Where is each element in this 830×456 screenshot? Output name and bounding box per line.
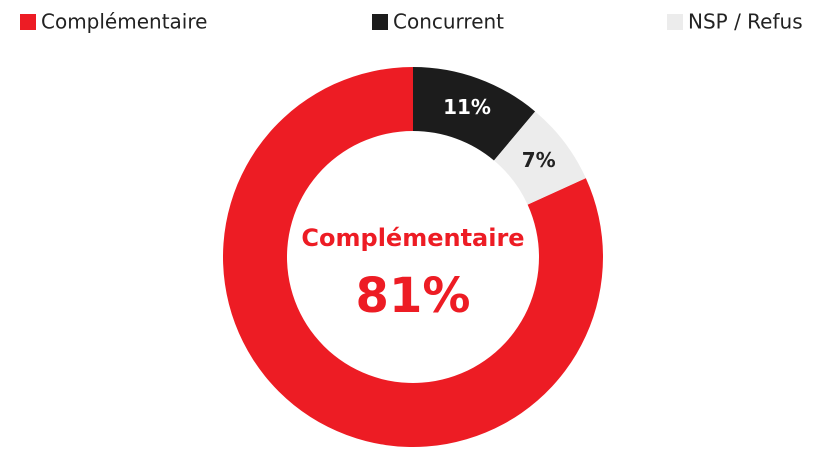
- data-label: 7%: [522, 148, 556, 172]
- legend-swatch: [20, 14, 36, 30]
- legend-label: Concurrent: [393, 10, 504, 34]
- legend-swatch: [667, 14, 683, 30]
- legend-label: NSP / Refus: [688, 10, 803, 34]
- center-value: 81%: [356, 268, 471, 324]
- donut-segment: [413, 67, 536, 161]
- center-label: Complémentaire: [301, 224, 524, 252]
- donut-segment: [493, 111, 586, 205]
- donut-segment: [223, 67, 603, 447]
- legend-label: Complémentaire: [41, 10, 207, 34]
- legend-swatch: [372, 14, 388, 30]
- data-label: 11%: [443, 95, 491, 119]
